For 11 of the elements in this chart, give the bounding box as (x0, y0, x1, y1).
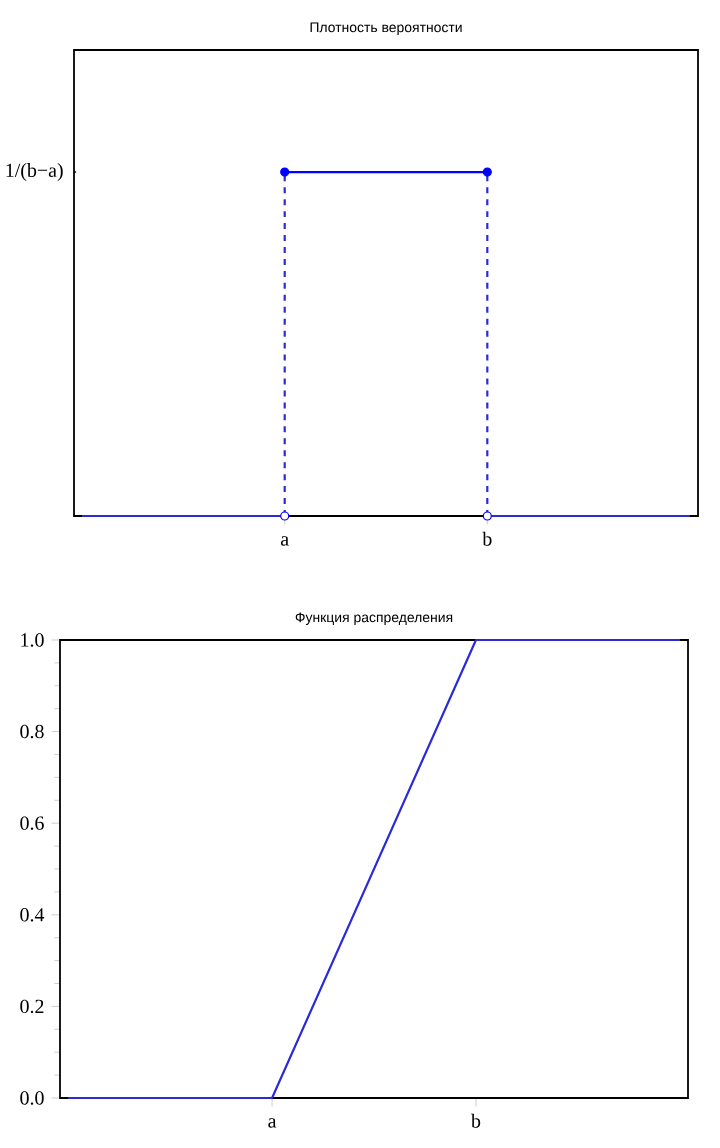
text: 1/(b−a) (6, 163, 63, 182)
y-tick-label: 0.4 (20, 908, 45, 922)
x-tick-label: b (470, 1113, 481, 1128)
y-tick-label: 0.8 (20, 724, 44, 739)
x-tick-label: a (280, 536, 289, 546)
x-tick-label: a (268, 1118, 277, 1128)
y-tick-label: 0.2 (20, 999, 44, 1014)
x-tick-label: b (482, 531, 492, 546)
y-tick-label: 1.0 (21, 633, 44, 647)
y-tick-label: 0.6 (20, 816, 44, 830)
y-tick-label: 0.0 (20, 1091, 44, 1105)
